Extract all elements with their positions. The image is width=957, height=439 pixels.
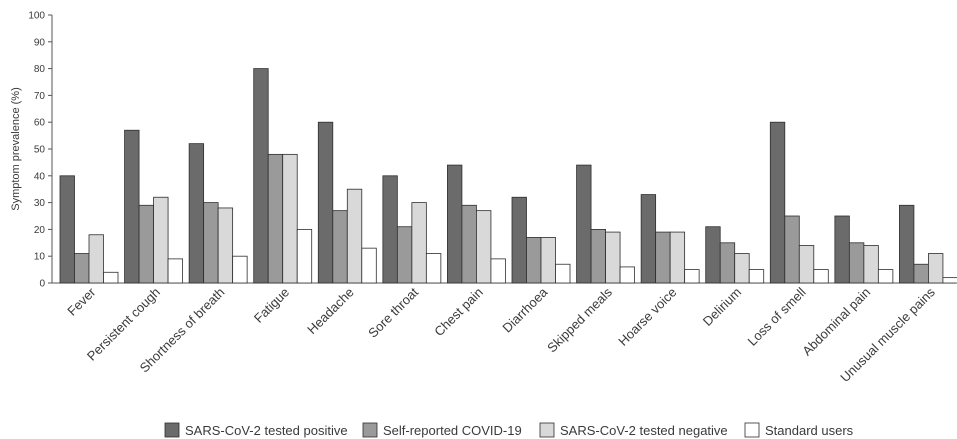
bar xyxy=(555,263,571,284)
bar xyxy=(282,153,298,284)
bar xyxy=(798,245,815,284)
x-tick-label: Abdominal pain xyxy=(799,285,873,359)
x-tick-label: Chest pain xyxy=(431,285,486,340)
x-tick-label: Fever xyxy=(64,284,99,319)
bar xyxy=(332,210,348,284)
bars xyxy=(59,68,957,284)
y-tick-label: 70 xyxy=(34,91,46,102)
bar xyxy=(813,269,829,284)
legend-label: SARS-CoV-2 tested negative xyxy=(560,423,728,438)
bar xyxy=(74,253,90,284)
y-axis-label: Symptom prevalence (%) xyxy=(10,87,22,211)
bar xyxy=(834,215,850,284)
bar xyxy=(59,175,75,284)
bar xyxy=(382,175,398,284)
bar xyxy=(942,277,957,284)
y-tick-label: 60 xyxy=(34,118,46,129)
x-tick-label: Diarrhoea xyxy=(499,284,551,336)
bar xyxy=(640,194,657,284)
y-tick-label: 20 xyxy=(34,225,46,236)
bar xyxy=(928,253,944,284)
y-tick-label: 0 xyxy=(39,279,45,290)
y-tick-label: 30 xyxy=(34,198,46,209)
bar xyxy=(511,196,527,284)
bar xyxy=(877,269,894,284)
bar xyxy=(461,204,477,284)
bar xyxy=(317,121,334,284)
bar xyxy=(705,226,721,284)
y-tick-label: 80 xyxy=(34,64,46,75)
y-tick-label: 40 xyxy=(34,171,46,182)
legend-swatch xyxy=(164,422,180,438)
legend-label: Self-reported COVID-19 xyxy=(383,423,522,438)
bar xyxy=(296,228,313,284)
bar xyxy=(476,210,492,284)
bar xyxy=(590,228,606,284)
bar xyxy=(619,266,635,284)
bar xyxy=(203,202,219,284)
bar xyxy=(784,215,800,284)
bar xyxy=(253,68,269,284)
bar xyxy=(913,263,929,284)
y-tick-label: 100 xyxy=(28,11,45,22)
bar xyxy=(734,253,750,284)
bar xyxy=(361,247,377,284)
x-tick-label: Delirium xyxy=(700,285,744,329)
legend-swatch xyxy=(362,422,378,438)
x-tick-label: Fatigue xyxy=(251,285,292,326)
bar xyxy=(748,269,765,284)
bar xyxy=(540,237,556,284)
bar xyxy=(655,231,671,284)
legend-label: Standard users xyxy=(765,423,854,438)
bar xyxy=(669,231,686,284)
bar xyxy=(605,231,621,284)
legend-label: SARS-CoV-2 tested positive xyxy=(185,423,348,438)
bar xyxy=(425,253,442,284)
bar xyxy=(103,271,119,284)
legend: SARS-CoV-2 tested positive Self-reported … xyxy=(164,422,854,438)
bar xyxy=(396,226,413,284)
x-tick-label: Headache xyxy=(304,285,357,338)
x-tick-label: Loss of smell xyxy=(744,284,808,348)
bar xyxy=(346,188,363,284)
bar xyxy=(138,204,154,284)
legend-swatch xyxy=(744,422,760,438)
bar xyxy=(188,143,205,284)
x-tick-label: Skipped meals xyxy=(544,284,615,355)
legend-swatch xyxy=(539,422,555,438)
bar xyxy=(863,245,879,284)
bar xyxy=(88,234,104,284)
bar xyxy=(232,255,248,284)
bar xyxy=(769,121,786,284)
bar xyxy=(447,164,463,284)
y-tick-label: 50 xyxy=(34,145,46,156)
x-tick-label: Hoarse voice xyxy=(615,285,679,349)
bar xyxy=(124,129,140,284)
bar xyxy=(526,237,542,284)
bar xyxy=(576,164,592,284)
bar xyxy=(267,153,284,284)
bar xyxy=(848,242,865,284)
bar xyxy=(490,258,506,284)
bar xyxy=(684,269,700,284)
bar xyxy=(217,207,234,284)
bar xyxy=(719,242,736,284)
y-tick-label: 90 xyxy=(34,37,46,48)
x-tick-label: Sore throat xyxy=(365,284,421,340)
y-tick-label: 10 xyxy=(34,252,46,263)
bar xyxy=(411,202,427,284)
bar xyxy=(899,204,915,284)
bar xyxy=(153,196,169,284)
bar xyxy=(167,258,183,284)
